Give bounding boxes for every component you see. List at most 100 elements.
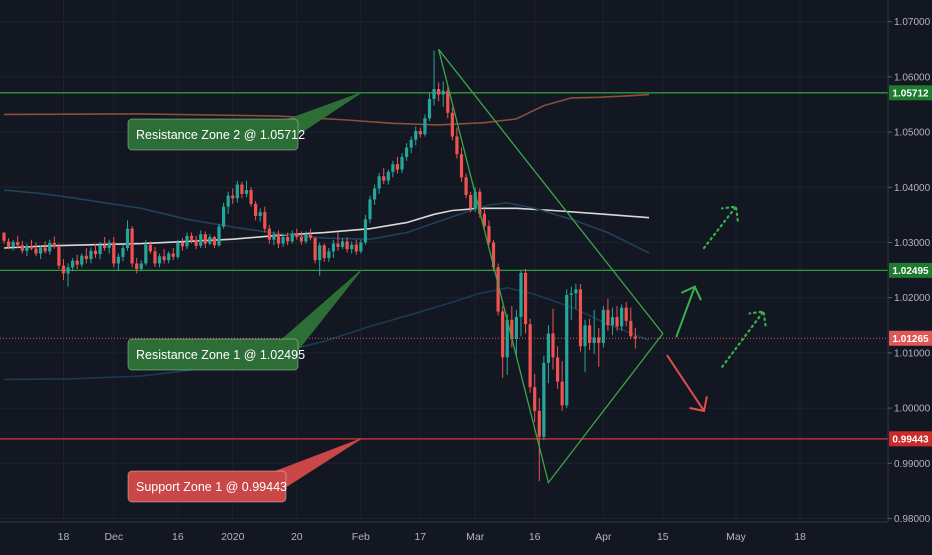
- candle: [423, 114, 427, 137]
- callout-box: [127, 118, 299, 151]
- annotation-callout-1[interactable]: Resistance Zone 2 @ 1.05712: [127, 92, 362, 151]
- price-axis-tick: 1.02000: [894, 293, 931, 304]
- candle: [560, 361, 564, 411]
- candle: [61, 259, 66, 281]
- candle-body: [633, 336, 637, 339]
- candle: [16, 235, 20, 249]
- candle-body: [441, 90, 445, 95]
- candle-body: [130, 228, 134, 264]
- price-tag-bg: [889, 85, 932, 101]
- candle: [2, 232, 6, 244]
- candle-body: [93, 250, 98, 255]
- candle: [199, 230, 203, 249]
- candle: [93, 243, 98, 258]
- candle: [116, 253, 120, 271]
- candle-body: [304, 234, 308, 242]
- candle: [565, 289, 569, 409]
- candle: [84, 248, 88, 264]
- candle-body: [162, 256, 166, 261]
- candle: [446, 85, 450, 119]
- arrow-1[interactable]: [675, 285, 702, 338]
- candle-body: [487, 225, 491, 243]
- candle: [322, 243, 326, 262]
- candle: [295, 228, 299, 240]
- price-tag-bg: [889, 330, 932, 346]
- price-tag-label: 1.02495: [892, 266, 929, 277]
- candle-body: [610, 317, 615, 326]
- candle: [395, 156, 400, 174]
- annotation-callout-2[interactable]: Resistance Zone 1 @ 1.02495: [127, 270, 362, 371]
- candle: [135, 257, 139, 274]
- candle: [318, 242, 322, 276]
- candle: [39, 245, 43, 260]
- candle: [542, 355, 546, 441]
- candle-body: [80, 255, 84, 265]
- candle: [363, 214, 368, 245]
- candle: [80, 253, 84, 268]
- candle: [107, 239, 111, 254]
- price-level-tags: 1.05712 1.02495 1.01265 0.99443: [889, 85, 932, 447]
- candle-body: [542, 362, 546, 437]
- candle-body: [551, 333, 555, 358]
- candle-body: [523, 272, 528, 325]
- candle-body: [125, 228, 130, 249]
- candle: [222, 202, 226, 229]
- candle-body: [514, 317, 518, 340]
- candle-body: [409, 139, 413, 148]
- candle-body: [66, 267, 70, 274]
- price-axis-tick: 1.04000: [894, 183, 931, 194]
- candle: [29, 239, 34, 251]
- candle-body: [48, 243, 52, 252]
- price-axis-tick: 0.99000: [894, 459, 931, 470]
- candle-body: [505, 319, 509, 358]
- time-axis-tick: 17: [414, 531, 426, 543]
- candle-body: [620, 307, 624, 327]
- candle-body: [263, 212, 267, 229]
- candle-body: [203, 234, 207, 244]
- candle-body: [84, 255, 88, 260]
- price-tag-label: 0.99443: [892, 435, 929, 446]
- candle-body: [43, 247, 47, 252]
- candle-body: [103, 245, 107, 249]
- symmetrical-triangle[interactable]: [437, 48, 664, 485]
- candle-body: [226, 195, 230, 207]
- candle-body: [240, 184, 244, 194]
- candle-body: [222, 206, 226, 227]
- candle: [405, 143, 409, 161]
- candle-body: [569, 293, 573, 295]
- candle: [98, 241, 102, 260]
- time-axis-tick: 20: [291, 531, 303, 543]
- candle-body: [528, 324, 532, 388]
- price-tag-bg: [889, 431, 932, 447]
- candle-body: [157, 256, 162, 264]
- candle-body: [400, 156, 404, 170]
- candle-body: [295, 233, 299, 237]
- arrow-2[interactable]: [666, 354, 708, 413]
- time-axis-panel[interactable]: [0, 522, 932, 550]
- price-axis-tick: 1.05000: [894, 128, 931, 139]
- candle-body: [272, 234, 276, 240]
- arrow-3[interactable]: [702, 205, 739, 250]
- candle: [615, 305, 619, 331]
- candle-body: [144, 244, 148, 264]
- candle: [569, 286, 573, 320]
- candle: [350, 241, 354, 254]
- candle: [354, 239, 358, 255]
- candle-body: [345, 241, 349, 250]
- candle: [304, 231, 308, 244]
- candle: [153, 246, 157, 267]
- candle: [610, 307, 615, 336]
- candle-body: [510, 319, 514, 340]
- candle-body: [212, 236, 217, 246]
- candle: [244, 180, 249, 198]
- candle-body: [322, 245, 326, 258]
- arrow-head: [689, 396, 708, 413]
- arrow-4[interactable]: [721, 310, 767, 368]
- annotation-callout-3[interactable]: Support Zone 1 @ 0.99443: [127, 438, 362, 503]
- candle-body: [286, 236, 290, 242]
- candle-body: [189, 235, 194, 240]
- candle-body: [199, 234, 203, 246]
